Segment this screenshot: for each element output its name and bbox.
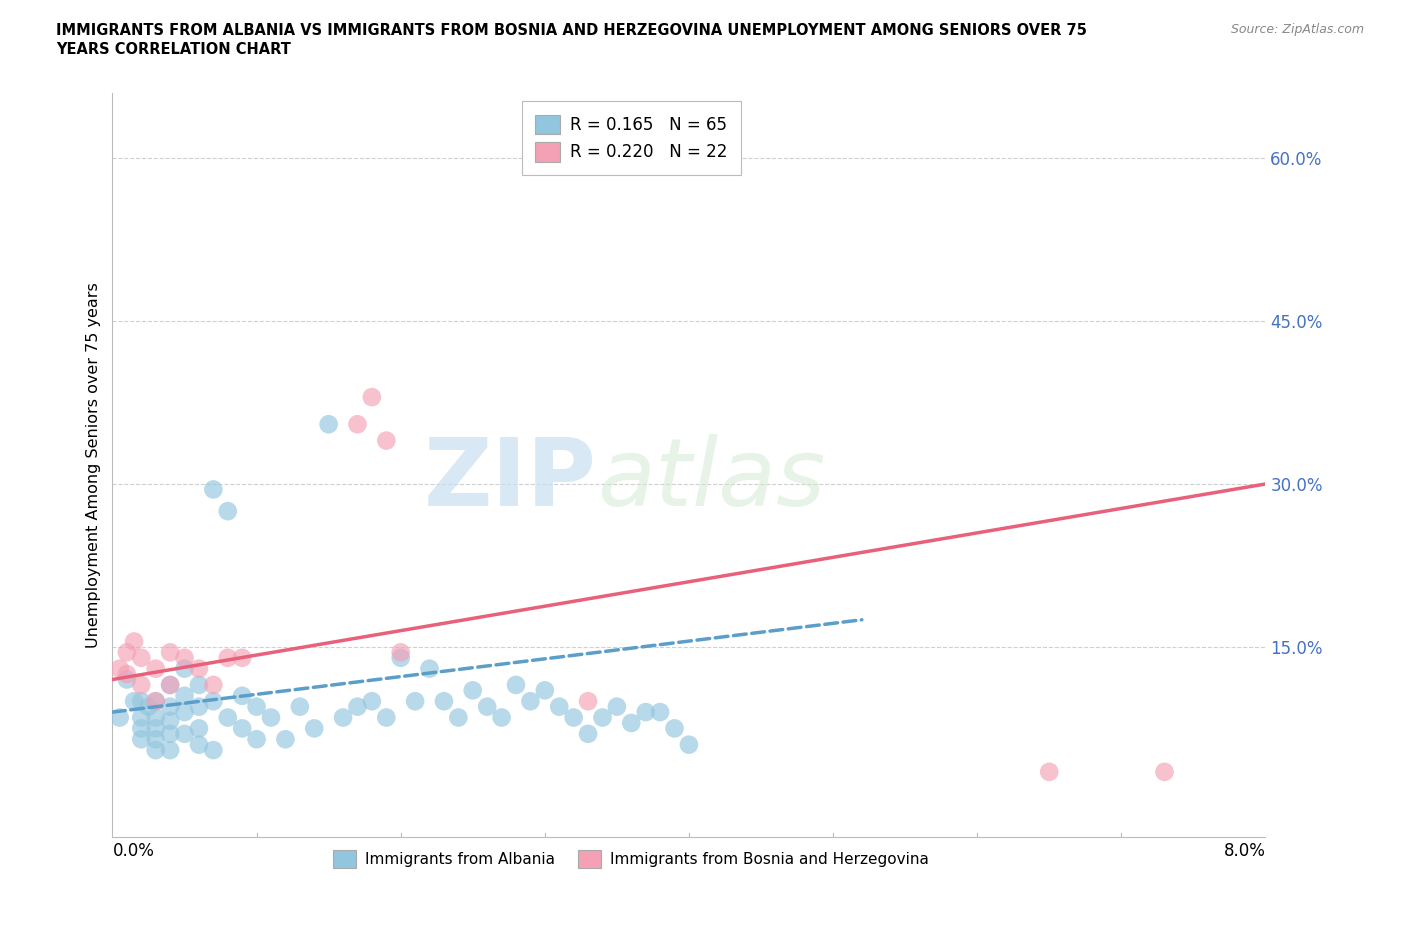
Point: [159, 713, 181, 728]
Point: [129, 677, 153, 692]
Point: [138, 699, 160, 714]
Text: YEARS CORRELATION CHART: YEARS CORRELATION CHART: [56, 42, 291, 57]
Text: 8.0%: 8.0%: [1223, 843, 1265, 860]
Point: [606, 699, 628, 714]
Point: [173, 726, 195, 741]
Point: [505, 677, 527, 692]
Point: [129, 721, 153, 736]
Point: [576, 694, 599, 709]
Point: [404, 694, 426, 709]
Point: [188, 721, 211, 736]
Point: [173, 705, 195, 720]
Point: [318, 417, 340, 432]
Point: [115, 644, 138, 659]
Point: [304, 721, 326, 736]
Point: [159, 644, 181, 659]
Point: [592, 711, 614, 725]
Text: Source: ZipAtlas.com: Source: ZipAtlas.com: [1230, 23, 1364, 36]
Point: [360, 694, 382, 709]
Point: [202, 677, 225, 692]
Point: [634, 705, 657, 720]
Point: [159, 677, 181, 692]
Point: [389, 650, 412, 665]
Y-axis label: Unemployment Among Seniors over 75 years: Unemployment Among Seniors over 75 years: [86, 282, 101, 648]
Point: [217, 650, 239, 665]
Point: [346, 417, 368, 432]
Point: [260, 711, 283, 725]
Point: [664, 721, 686, 736]
Point: [433, 694, 456, 709]
Point: [648, 705, 672, 720]
Point: [202, 743, 225, 758]
Point: [159, 726, 181, 741]
Point: [419, 661, 441, 676]
Point: [108, 661, 131, 676]
Point: [145, 732, 167, 747]
Text: ZIP: ZIP: [423, 434, 596, 525]
Legend: Immigrants from Albania, Immigrants from Bosnia and Herzegovina: Immigrants from Albania, Immigrants from…: [328, 844, 935, 874]
Point: [188, 661, 211, 676]
Point: [145, 694, 167, 709]
Point: [678, 737, 700, 752]
Point: [346, 699, 368, 714]
Point: [202, 694, 225, 709]
Point: [217, 504, 239, 519]
Point: [145, 743, 167, 758]
Point: [576, 726, 599, 741]
Point: [202, 482, 225, 497]
Point: [620, 715, 643, 730]
Point: [231, 650, 253, 665]
Point: [475, 699, 498, 714]
Point: [519, 694, 541, 709]
Point: [231, 721, 253, 736]
Point: [173, 650, 195, 665]
Point: [389, 644, 412, 659]
Point: [274, 732, 297, 747]
Point: [145, 711, 167, 725]
Point: [122, 694, 145, 709]
Point: [159, 743, 181, 758]
Point: [145, 661, 167, 676]
Point: [332, 711, 354, 725]
Point: [288, 699, 311, 714]
Point: [115, 667, 138, 682]
Text: atlas: atlas: [596, 434, 825, 525]
Point: [461, 683, 484, 698]
Point: [246, 699, 269, 714]
Point: [217, 711, 239, 725]
Point: [447, 711, 470, 725]
Point: [173, 661, 195, 676]
Point: [360, 390, 382, 405]
Text: IMMIGRANTS FROM ALBANIA VS IMMIGRANTS FROM BOSNIA AND HERZEGOVINA UNEMPLOYMENT A: IMMIGRANTS FROM ALBANIA VS IMMIGRANTS FR…: [56, 23, 1087, 38]
Point: [375, 711, 398, 725]
Point: [129, 732, 153, 747]
Point: [129, 650, 153, 665]
Text: 0.0%: 0.0%: [112, 843, 155, 860]
Point: [231, 688, 253, 703]
Point: [491, 711, 513, 725]
Point: [721, 140, 744, 154]
Point: [122, 634, 145, 649]
Point: [129, 711, 153, 725]
Point: [246, 732, 269, 747]
Point: [173, 688, 195, 703]
Point: [533, 683, 555, 698]
Point: [188, 737, 211, 752]
Point: [115, 672, 138, 687]
Point: [548, 699, 571, 714]
Point: [159, 677, 181, 692]
Point: [1038, 764, 1060, 779]
Point: [375, 433, 398, 448]
Point: [145, 721, 167, 736]
Point: [159, 699, 181, 714]
Point: [108, 711, 131, 725]
Point: [188, 677, 211, 692]
Point: [562, 711, 585, 725]
Point: [129, 694, 153, 709]
Point: [145, 694, 167, 709]
Point: [188, 699, 211, 714]
Point: [1153, 764, 1175, 779]
